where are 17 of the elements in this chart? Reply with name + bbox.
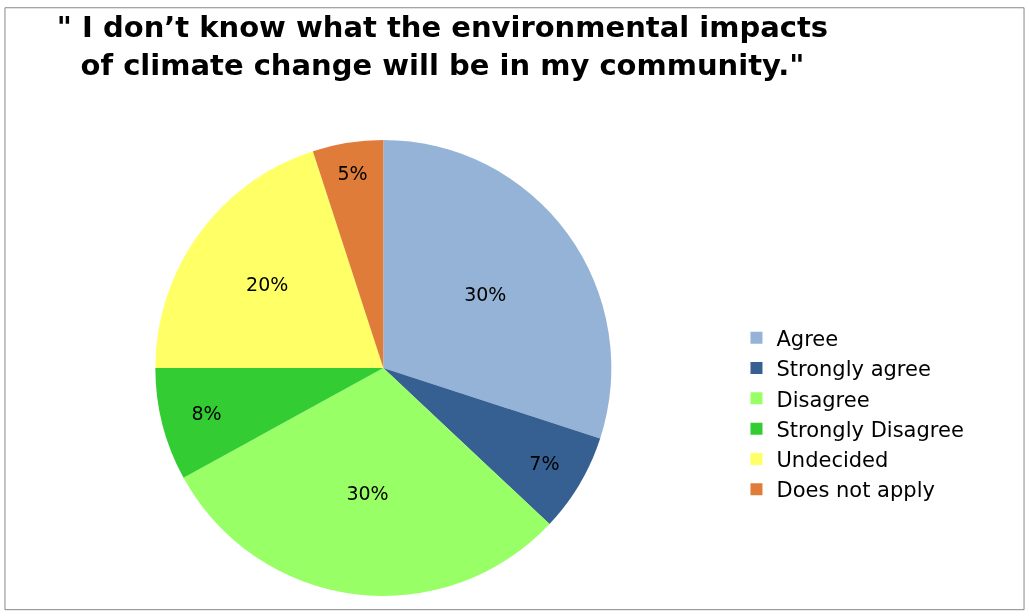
data-label: 30% — [464, 282, 507, 305]
data-label: 20% — [246, 272, 289, 295]
chart-title: " I don’t know what the environmental impacts of climate change will be in my community." — [56, 9, 829, 82]
data-label: 30% — [346, 482, 389, 505]
legend-label: Disagree — [776, 387, 870, 412]
pie-slice — [155, 151, 384, 368]
legend-label: Strongly agree — [776, 357, 931, 382]
pie-slice — [155, 368, 384, 478]
data-label: 5% — [337, 162, 368, 185]
legend-label: Undecided — [776, 448, 889, 473]
legend-label: Does not apply — [776, 478, 935, 503]
legend-label: Strongly Disagree — [776, 417, 964, 442]
pie-slice — [383, 140, 611, 439]
data-label: 8% — [191, 402, 222, 425]
data-label: 7% — [529, 452, 560, 475]
pie-slice — [312, 140, 384, 368]
legend-label: Agree — [776, 326, 839, 351]
